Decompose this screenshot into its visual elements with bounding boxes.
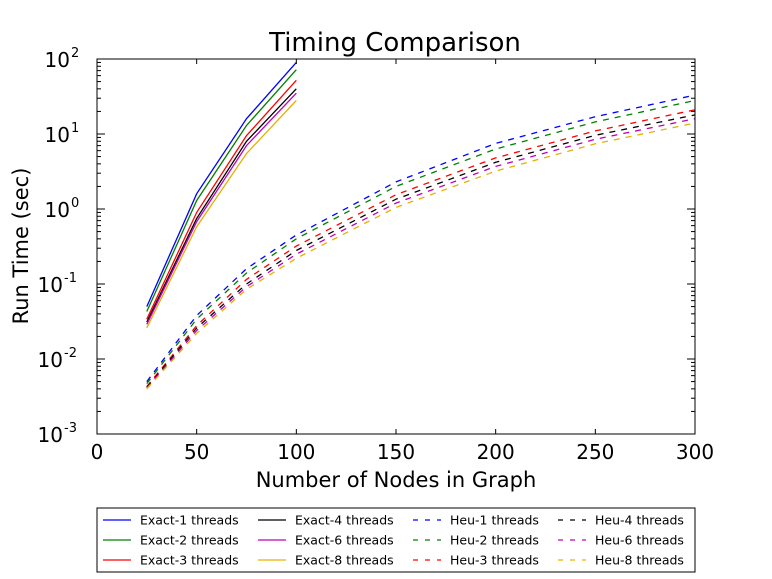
legend-entry: Heu-8 threads [558, 553, 684, 568]
y-tick-exponent: 2 [71, 46, 79, 61]
legend-entry: Exact-8 threads [258, 553, 394, 568]
y-tick-label: 10 [45, 198, 70, 222]
legend-entry: Heu-6 threads [558, 533, 684, 548]
series-layer [146, 61, 696, 390]
chart-title: Timing Comparison [268, 28, 521, 58]
y-tick-exponent: 0 [71, 196, 79, 211]
y-tick-label: 10 [45, 48, 70, 72]
legend-entry: Exact-3 threads [103, 553, 239, 568]
x-tick-label: 250 [576, 440, 614, 464]
legend-entry: Heu-4 threads [558, 513, 684, 528]
series-line-exact-3-threads [146, 79, 297, 320]
series-line-heu-1-threads [146, 94, 696, 382]
legend-label: Heu-6 threads [595, 533, 684, 548]
y-tick-label: 10 [45, 123, 70, 147]
y-tick-exponent: -1 [64, 271, 77, 286]
legend: Exact-1 threads Exact-2 threads Exact-3 th… [96, 507, 696, 573]
legend-entry: Exact-2 threads [103, 533, 239, 548]
y-tick-exponent: -2 [64, 346, 77, 361]
legend-entry: Heu-2 threads [413, 533, 539, 548]
legend-entry: Exact-6 threads [258, 533, 394, 548]
legend-label: Exact-3 threads [140, 553, 239, 568]
legend-entry: Heu-3 threads [413, 553, 539, 568]
y-tick-exponent: 1 [71, 121, 79, 136]
legend-entry: Exact-4 threads [258, 513, 394, 528]
series-line-exact-6-threads [146, 92, 297, 325]
y-axis-label: Run Time (sec) [9, 168, 33, 325]
x-tick-label: 100 [277, 440, 315, 464]
series-line-heu-2-threads [146, 99, 696, 384]
legend-label: Heu-4 threads [595, 513, 684, 528]
series-line-heu-6-threads [146, 118, 696, 389]
legend-label: Heu-3 threads [450, 553, 539, 568]
y-tick-label: 10 [38, 273, 63, 297]
x-axis-label: Number of Nodes in Graph [256, 468, 537, 492]
legend-label: Exact-8 threads [295, 553, 394, 568]
x-tick-label: 0 [91, 440, 104, 464]
x-tick-label: 300 [676, 440, 714, 464]
y-tick-exponent: -3 [64, 421, 77, 436]
legend-label: Heu-1 threads [450, 513, 539, 528]
legend-label: Heu-2 threads [450, 533, 539, 548]
series-line-exact-1-threads [146, 61, 297, 307]
legend-label: Exact-4 threads [295, 513, 394, 528]
x-tick-label: 150 [377, 440, 415, 464]
x-tick-label: 50 [184, 440, 209, 464]
series-line-exact-8-threads [146, 100, 297, 329]
y-tick-label: 10 [38, 348, 63, 372]
series-line-exact-2-threads [146, 69, 297, 312]
series-line-heu-8-threads [146, 122, 696, 390]
legend-label: Exact-6 threads [295, 533, 394, 548]
y-tick-label: 10 [38, 423, 63, 447]
x-tick-label: 200 [477, 440, 515, 464]
legend-entry: Heu-1 threads [413, 513, 539, 528]
legend-frame [96, 507, 696, 573]
series-line-heu-4-threads [146, 114, 696, 388]
legend-entry: Exact-1 threads [103, 513, 239, 528]
legend-label: Heu-8 threads [595, 553, 684, 568]
series-line-exact-4-threads [146, 88, 297, 323]
legend-label: Exact-1 threads [140, 513, 239, 528]
legend-label: Exact-2 threads [140, 533, 239, 548]
